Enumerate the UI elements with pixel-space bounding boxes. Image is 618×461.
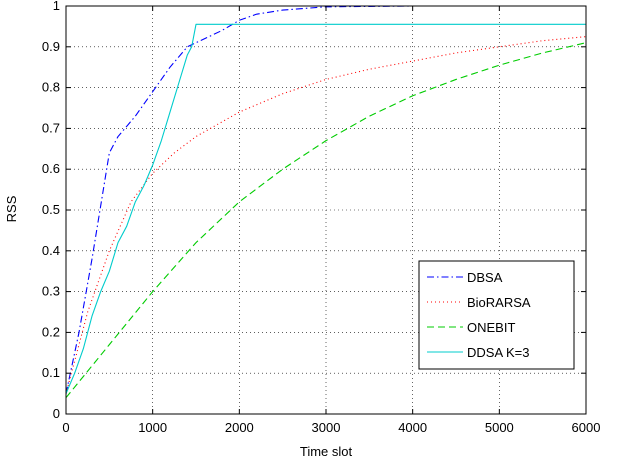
x-tick-label: 2000: [225, 420, 254, 435]
x-tick-label: 0: [62, 420, 69, 435]
x-tick-label: 1000: [138, 420, 167, 435]
legend-label: DDSA K=3: [467, 345, 530, 360]
series-line-ddsa-k-3: [65, 23, 586, 394]
y-tick-label: 0.1: [42, 365, 60, 380]
series-layer: [65, 5, 587, 399]
y-tick-label: 0.2: [42, 324, 60, 339]
legend-label: BioRARSA: [467, 295, 531, 310]
axis-ticks: 0 1000 2000 3000 4000 5000 6000 0 0.1 0.2 0.3 0.4 0.…: [42, 0, 601, 435]
legend: DBSA BioRARSA ONEBIT DDSA K=3: [418, 260, 575, 370]
x-tick-label: 6000: [572, 420, 601, 435]
series-line-onebit: [65, 42, 587, 399]
x-axis-label: Time slot: [300, 444, 353, 459]
x-tick-label: 5000: [485, 420, 514, 435]
y-tick-label: 0.3: [42, 284, 60, 299]
y-tick-label: 0.8: [42, 80, 60, 95]
legend-label: ONEBIT: [467, 320, 515, 335]
x-tick-label: 3000: [312, 420, 341, 435]
y-tick-label: 1: [53, 0, 60, 13]
grid-lines: [66, 6, 586, 414]
y-tick-label: 0.4: [42, 243, 60, 258]
y-axis-label: RSS: [4, 195, 19, 222]
legend-box: [418, 260, 575, 370]
y-tick-label: 0: [53, 406, 60, 421]
y-tick-label: 0.9: [42, 39, 60, 54]
y-tick-label: 0.6: [42, 161, 60, 176]
y-tick-label: 0.7: [42, 120, 60, 135]
y-tick-label: 0.5: [42, 202, 60, 217]
legend-label: DBSA: [467, 270, 503, 285]
x-tick-label: 4000: [398, 420, 427, 435]
